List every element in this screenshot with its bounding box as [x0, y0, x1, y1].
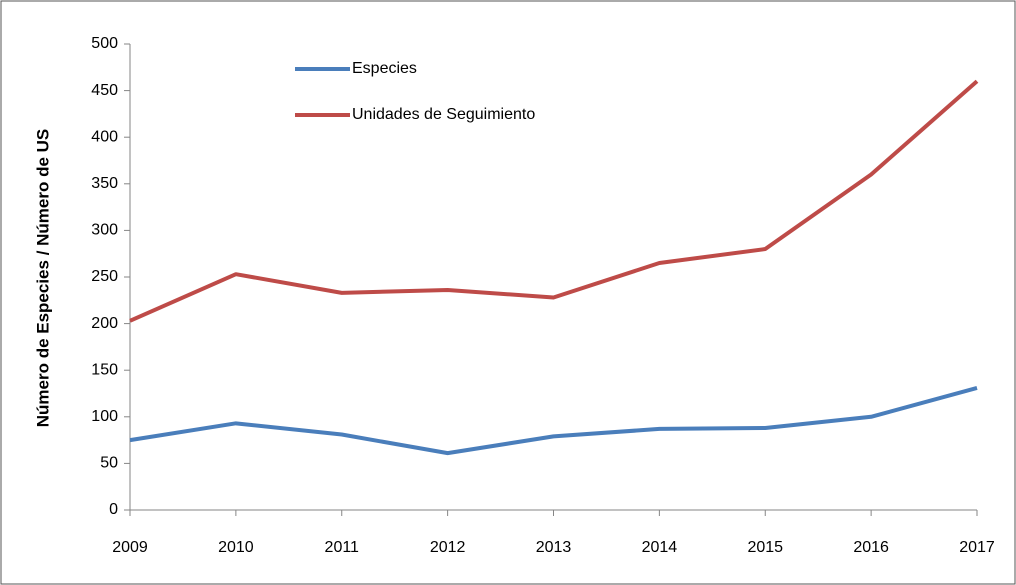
y-tick-label: 250	[91, 268, 118, 285]
series-line	[129, 79, 979, 323]
x-tick-label: 2013	[536, 539, 572, 556]
x-tick-label: 2016	[853, 539, 889, 556]
x-tick-label: 2012	[430, 539, 466, 556]
x-tick-label: 2017	[959, 539, 995, 556]
y-tick-label: 500	[91, 35, 118, 52]
y-axis-label: Número de Especies / Número de US	[33, 129, 52, 428]
series-line	[129, 385, 978, 456]
x-tick-label: 2015	[747, 539, 783, 556]
legend-label: Unidades de Seguimiento	[352, 106, 535, 123]
y-tick-label: 150	[91, 361, 118, 378]
y-tick-label: 100	[91, 408, 118, 425]
x-tick-label: 2010	[218, 539, 254, 556]
y-tick-label: 400	[91, 128, 118, 145]
legend-label: Especies	[352, 60, 417, 77]
x-tick-label: 2014	[642, 539, 678, 556]
y-tick-label: 300	[91, 222, 118, 239]
x-tick-label: 2009	[112, 539, 148, 556]
x-tick-label: 2011	[325, 539, 360, 556]
y-tick-label: 200	[91, 315, 118, 332]
y-tick-label: 350	[91, 175, 118, 192]
y-tick-label: 450	[91, 82, 118, 99]
y-tick-label: 50	[100, 455, 118, 472]
y-tick-label: 0	[109, 501, 118, 518]
